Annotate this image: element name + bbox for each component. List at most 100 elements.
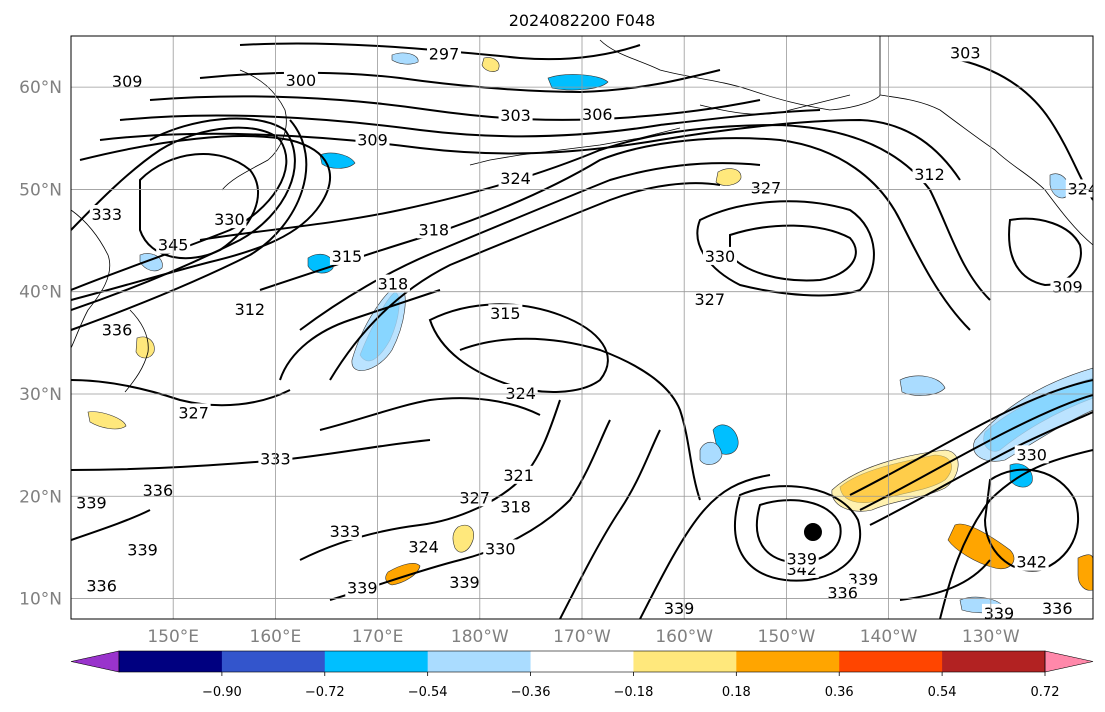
lat-tick-label: 20°N <box>19 487 62 507</box>
contour-327-a <box>279 289 441 381</box>
contour-label-bg <box>1014 445 1049 464</box>
contour-327-b <box>696 200 875 297</box>
contour-321 <box>299 162 761 331</box>
contour-storm-ring-2 <box>734 485 861 582</box>
contour-label-bg <box>457 488 492 507</box>
contour-label: 315 <box>490 304 521 323</box>
cold-patch-storm-outer <box>699 442 723 465</box>
contour-label-bg <box>345 578 380 597</box>
contour-318 <box>259 137 971 331</box>
colorbar-tick-label: −0.90 <box>202 685 242 700</box>
lon-tick-label: 170°E <box>352 627 404 647</box>
contour-label: 303 <box>500 106 531 125</box>
colorbar-segment <box>839 651 943 672</box>
warm-patch-left <box>135 336 155 359</box>
contour-label: 330 <box>214 210 245 229</box>
colorbar-tick-label: 0.72 <box>1031 685 1060 700</box>
contour-label: 342 <box>1016 553 1047 572</box>
contour-label-bg <box>232 300 267 319</box>
latitude-tick-labels: 60°N 50°N 40°N 30°N 20°N 10°N <box>19 78 62 609</box>
contour-label-bg <box>176 403 211 422</box>
contour-east-4 <box>939 449 1093 619</box>
contour-label-bg <box>406 537 441 556</box>
colorbar-segment <box>221 651 326 672</box>
contour-label: 306 <box>582 105 613 124</box>
contour-label-bg <box>1040 598 1075 617</box>
contour-label-bg <box>825 583 860 602</box>
contour-label-bg <box>84 576 119 595</box>
contour-label: 333 <box>330 522 361 541</box>
contour-southern-4 <box>639 474 771 619</box>
longitude-tick-labels: 150°E 160°E 170°E 180°W 170°W 160°W 150°W 140°W… <box>147 627 1020 647</box>
contour-label: 300 <box>286 71 317 90</box>
lon-tick-label: 140°W <box>860 627 918 647</box>
contour-label: 339 <box>347 578 378 597</box>
contour-label-bg <box>748 178 783 197</box>
lon-tick-label: 150°E <box>147 627 199 647</box>
warm-patch-gulf <box>715 168 742 186</box>
contour-label: 330 <box>705 247 736 266</box>
lat-tick-label: 30°N <box>19 385 62 405</box>
colorbar-frame <box>118 650 1046 673</box>
coast-japan <box>124 309 149 393</box>
coast-asia <box>71 209 111 349</box>
contour-label: 336 <box>143 481 174 500</box>
colorbar-tick-label: −0.18 <box>614 685 654 700</box>
warm-patch-east <box>947 523 1015 570</box>
contour-label-bg <box>74 493 109 512</box>
contour-315 <box>199 123 991 301</box>
contour-label: 339 <box>786 550 817 569</box>
contour-label: 336 <box>827 583 858 602</box>
contour-label: 336 <box>102 321 133 340</box>
contour-label-bg <box>483 539 518 558</box>
contour-label: 318 <box>500 498 531 517</box>
contour-label: 330 <box>1016 445 1047 464</box>
contour-324-south <box>459 337 701 501</box>
lon-tick-label: 170°W <box>553 627 611 647</box>
lon-tick-label: 130°W <box>962 627 1020 647</box>
contour-333 <box>319 397 541 431</box>
contour-label: 339 <box>76 493 107 512</box>
colorbar-extend-low <box>70 650 120 673</box>
contour-309 <box>99 118 961 181</box>
cold-patch-north-2 <box>391 52 419 65</box>
colorbar-segment <box>942 651 1046 672</box>
contour-east-3 <box>869 411 1093 526</box>
contour-label: 327 <box>178 403 209 422</box>
lat-tick-label: 10°N <box>19 590 62 610</box>
contour-northeast-1 <box>959 59 1093 201</box>
contour-label: 312 <box>235 300 266 319</box>
contour-label-bg <box>503 383 538 402</box>
warm-patch-north <box>481 57 500 72</box>
figure-title: 2024082200 F048 <box>509 11 656 30</box>
cold-patch-north <box>547 74 609 91</box>
contour-jet-2 <box>71 117 296 311</box>
contour-label-bg <box>327 522 362 541</box>
colorbar-segment <box>633 651 737 672</box>
contour-jet-3 <box>71 119 308 331</box>
contour-label: 309 <box>112 72 143 91</box>
contour-storm-ring-1 <box>755 499 842 564</box>
contour-label: 336 <box>86 576 117 595</box>
contour-southeast-loop <box>983 468 1080 572</box>
contour-label: 318 <box>378 275 409 294</box>
warm-patch-left-2 <box>87 411 127 430</box>
contour-label: 297 <box>429 44 460 63</box>
lat-tick-label: 50°N <box>19 180 62 200</box>
map-frame <box>70 35 1094 620</box>
contour-label-bg <box>99 320 134 339</box>
contour-label-bg <box>89 204 124 223</box>
contour-label-bg <box>427 44 462 63</box>
contour-label: 333 <box>91 205 122 224</box>
gridlines <box>71 36 1093 619</box>
contour-northeast-2 <box>1008 217 1082 287</box>
contour-label: 339 <box>127 540 158 559</box>
contour-label: 330 <box>485 539 516 558</box>
map-panel: 297 300 303 306 303 309 309 312 324 327 318 315 318 3… <box>19 35 1094 647</box>
colorbar-tick-label: 0.18 <box>722 685 751 700</box>
contour-label-bg <box>355 130 390 149</box>
contour-label: 315 <box>332 247 363 266</box>
contour-label-bg <box>283 71 318 90</box>
coast-alaska <box>599 39 881 111</box>
